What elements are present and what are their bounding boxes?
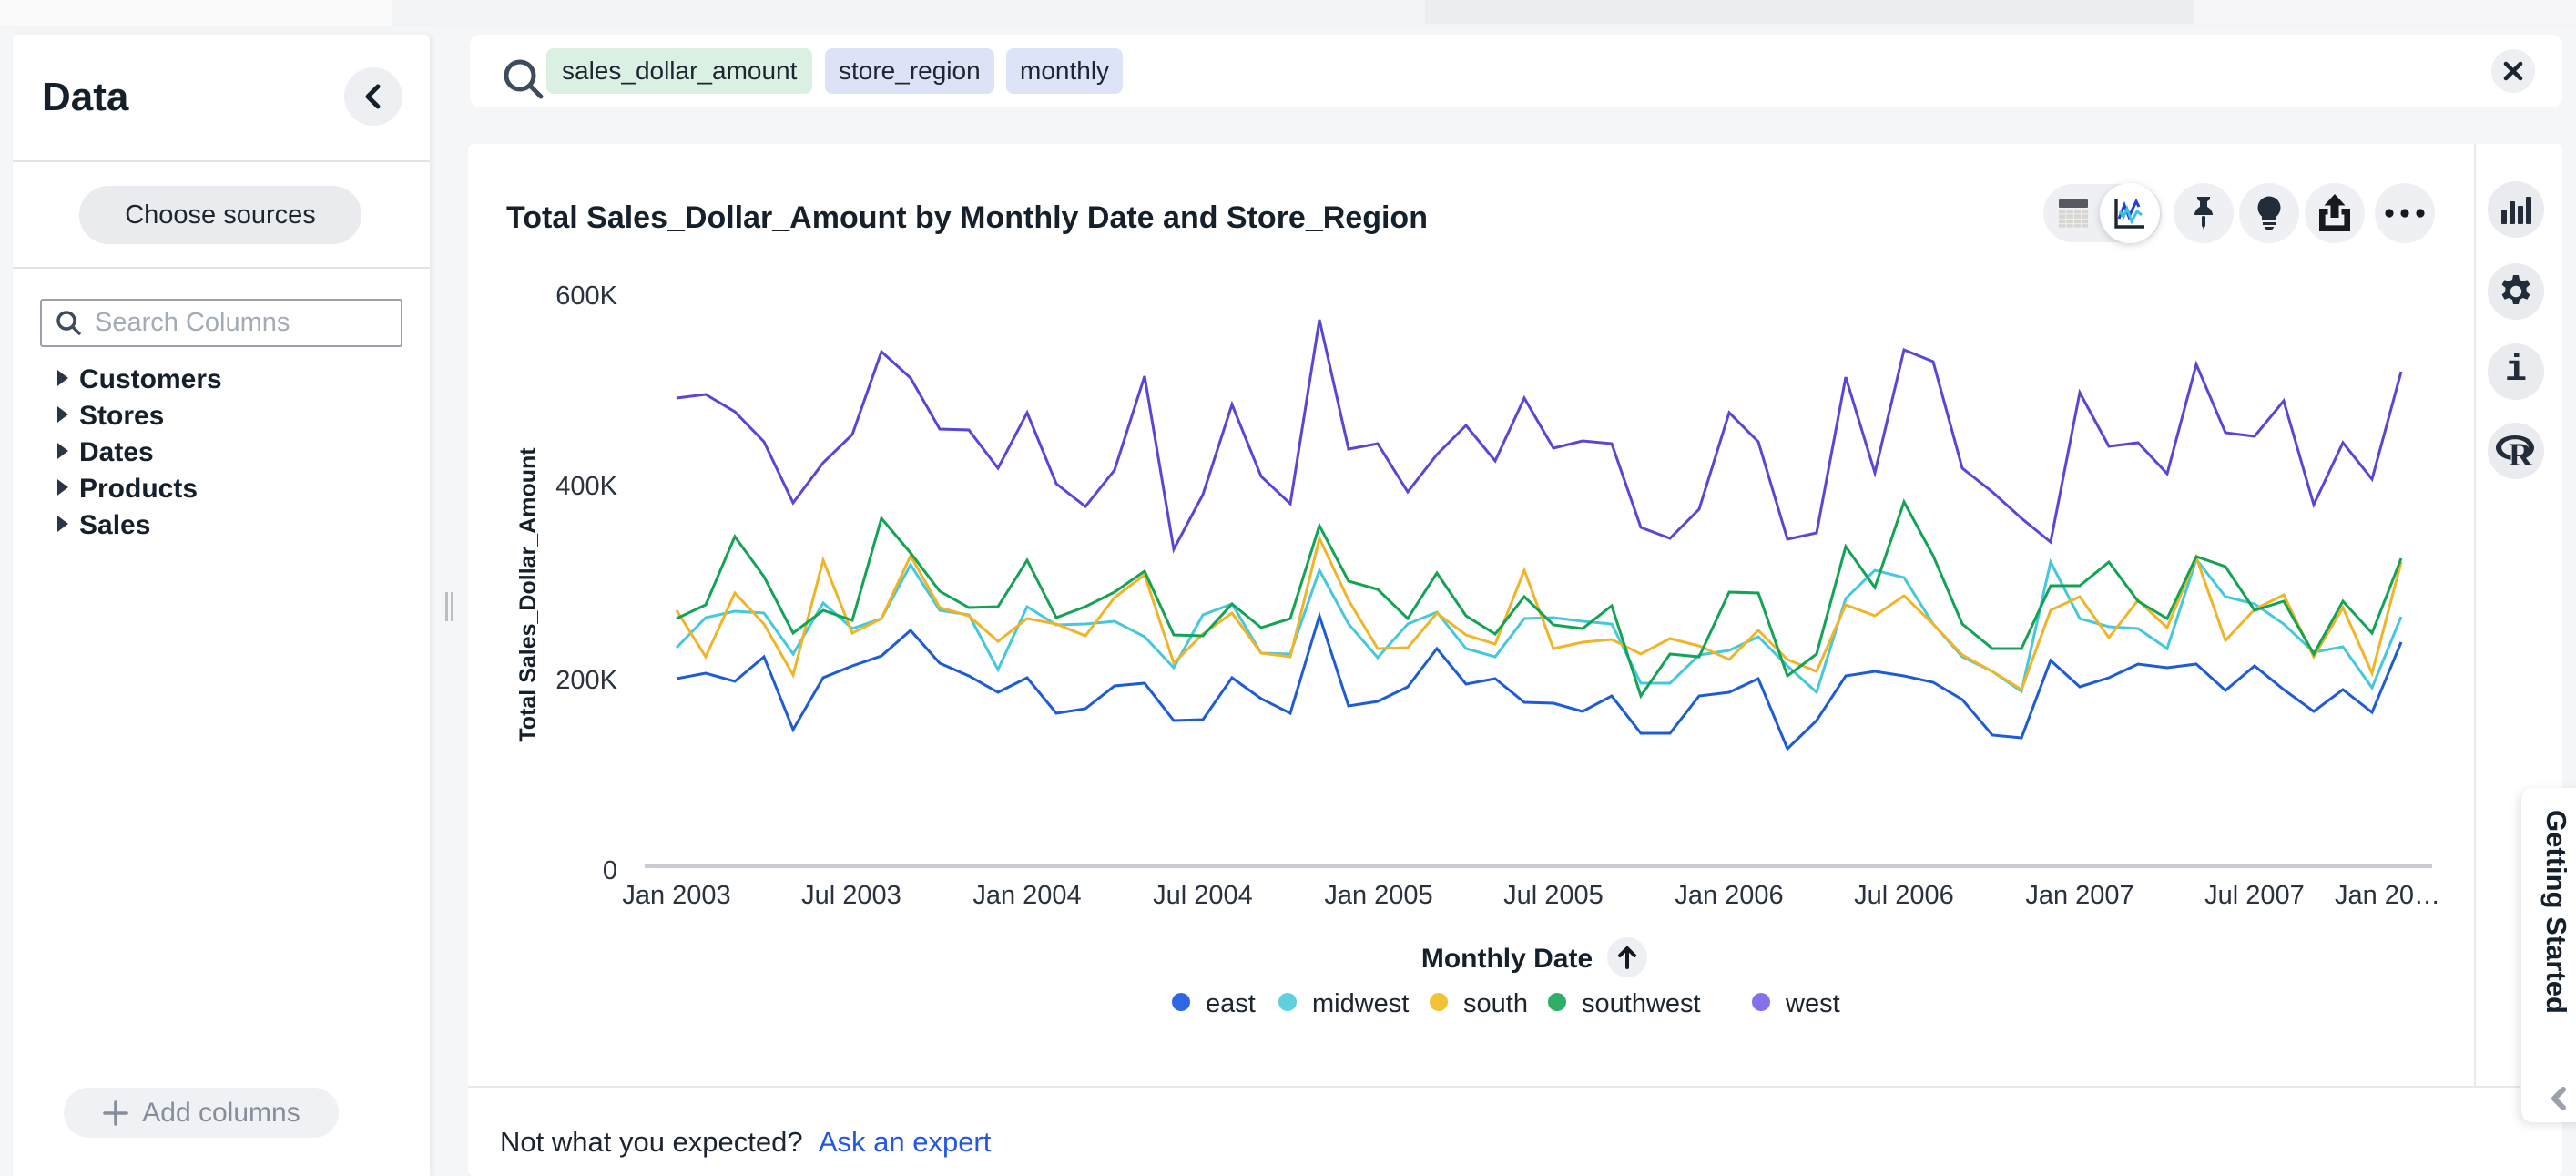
svg-text:southwest: southwest [1582,989,1701,1018]
svg-text:200K: 200K [555,666,617,695]
svg-text:R: R [2509,436,2533,467]
svg-text:east: east [1206,989,1256,1018]
svg-text:west: west [1785,989,1840,1018]
svg-text:south: south [1463,989,1528,1018]
svg-text:Jan 2003: Jan 2003 [622,881,730,910]
svg-text:Jan 2004: Jan 2004 [972,881,1081,910]
svg-text:Jul 2006: Jul 2006 [1854,881,1954,910]
svg-text:midwest: midwest [1312,989,1409,1018]
svg-text:0: 0 [603,856,617,885]
svg-text:Jul 2003: Jul 2003 [801,881,901,910]
svg-text:Monthly Date: Monthly Date [1421,944,1593,974]
svg-text:Jul 2005: Jul 2005 [1503,881,1604,910]
svg-text:Jan 2006: Jan 2006 [1675,881,1783,910]
svg-text:Jan 2005: Jan 2005 [1324,881,1432,910]
svg-text:Jul 2004: Jul 2004 [1153,881,1253,910]
svg-text:600K: 600K [555,281,617,311]
svg-text:Jan 2007: Jan 2007 [2025,881,2133,910]
svg-text:Total Sales_Dollar_Amount: Total Sales_Dollar_Amount [515,447,541,742]
svg-text:400K: 400K [555,472,617,501]
svg-text:Jan 20…: Jan 20… [2335,881,2440,910]
svg-text:Jul 2007: Jul 2007 [2204,881,2305,910]
